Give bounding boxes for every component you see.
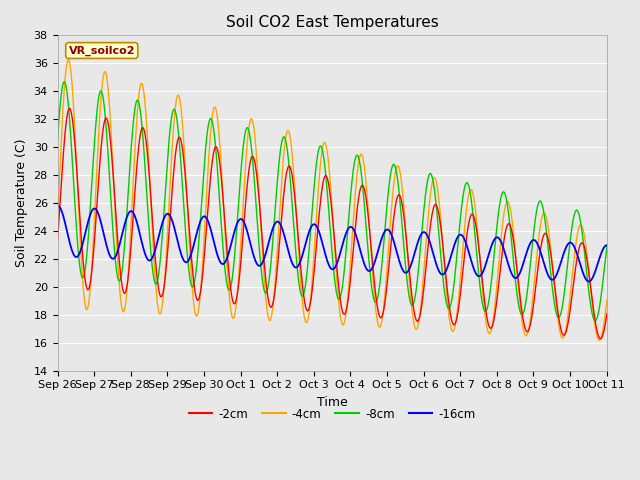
-4cm <box>632 339 640 345</box>
-16cm <box>354 237 362 243</box>
-8cm <box>602 252 610 258</box>
Text: VR_soilco2: VR_soilco2 <box>68 46 135 56</box>
-16cm <box>65 236 73 242</box>
-2cm <box>65 107 72 112</box>
-16cm <box>458 232 465 238</box>
Line: -2cm: -2cm <box>58 108 640 342</box>
-16cm <box>602 242 610 248</box>
-8cm <box>354 153 362 158</box>
-4cm <box>159 300 166 305</box>
-4cm <box>319 144 326 150</box>
Title: Soil CO2 East Temperatures: Soil CO2 East Temperatures <box>226 15 438 30</box>
-4cm <box>54 216 61 222</box>
-8cm <box>54 137 61 143</box>
-2cm <box>319 181 326 187</box>
X-axis label: Time: Time <box>317 396 348 409</box>
-4cm <box>602 306 610 312</box>
-16cm <box>159 219 166 225</box>
-16cm <box>319 241 326 247</box>
-2cm <box>458 281 465 287</box>
-16cm <box>54 203 61 209</box>
-8cm <box>60 79 68 84</box>
-2cm <box>159 291 166 297</box>
-2cm <box>66 106 74 111</box>
-8cm <box>65 108 73 114</box>
-2cm <box>354 203 362 209</box>
-2cm <box>602 318 610 324</box>
Line: -4cm: -4cm <box>58 60 640 342</box>
-16cm <box>54 203 61 209</box>
-8cm <box>159 228 166 233</box>
Line: -16cm: -16cm <box>58 206 640 283</box>
-8cm <box>458 204 465 210</box>
-2cm <box>633 339 640 345</box>
-16cm <box>621 280 629 286</box>
-4cm <box>354 168 362 173</box>
-8cm <box>319 149 326 155</box>
-4cm <box>458 261 465 267</box>
Line: -8cm: -8cm <box>58 82 640 324</box>
-4cm <box>65 57 72 63</box>
Y-axis label: Soil Temperature (C): Soil Temperature (C) <box>15 139 28 267</box>
Legend: -2cm, -4cm, -8cm, -16cm: -2cm, -4cm, -8cm, -16cm <box>184 403 480 425</box>
-8cm <box>628 321 636 326</box>
-4cm <box>65 58 73 63</box>
-2cm <box>54 237 61 242</box>
